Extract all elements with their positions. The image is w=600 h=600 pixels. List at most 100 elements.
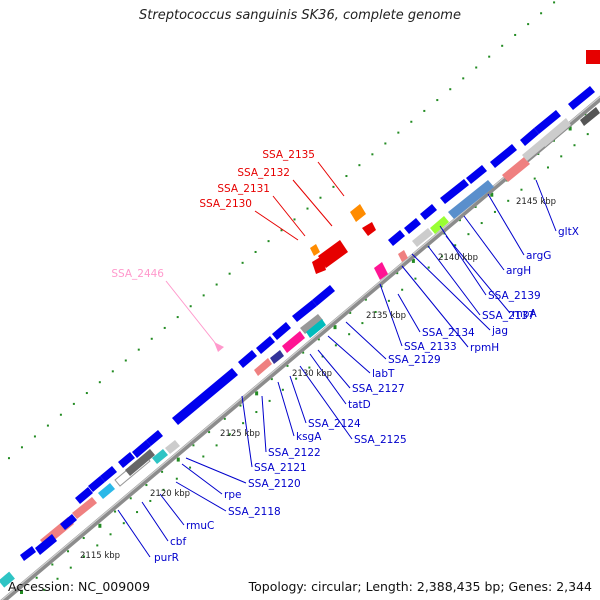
gene-label[interactable]: SSA_2134 xyxy=(422,327,475,339)
scale-tick xyxy=(270,378,273,381)
scale-tick xyxy=(568,126,572,131)
outer-dot xyxy=(85,392,88,395)
gene-arrow[interactable] xyxy=(430,216,449,234)
gene-label[interactable]: SSA_2120 xyxy=(248,478,301,490)
gene-arrow[interactable] xyxy=(238,350,257,368)
gene-label[interactable]: argH xyxy=(506,265,531,277)
gene-arrow[interactable] xyxy=(568,86,595,110)
scale-labels: 2115 kbp 2120 kbp 2125 kbp 2130 kbp 2135 kbp… xyxy=(80,197,556,561)
gene-arrow[interactable] xyxy=(534,110,561,134)
map-title: Streptococcus sanguinis SK36, complete g… xyxy=(139,8,461,23)
scale-tick xyxy=(474,205,477,208)
gene-label[interactable]: SSA_2125 xyxy=(354,434,407,446)
gene-arrow[interactable] xyxy=(98,483,115,499)
gene-arrow[interactable] xyxy=(318,240,348,268)
gene-label[interactable]: rpe xyxy=(224,489,241,501)
gene-arrow[interactable] xyxy=(306,319,326,338)
gene-label[interactable]: SSA_2121 xyxy=(254,462,307,474)
gene-arrow[interactable] xyxy=(256,336,275,354)
gene-arrow[interactable] xyxy=(540,118,571,147)
gene-arrow[interactable] xyxy=(300,314,323,334)
gene-arrow[interactable] xyxy=(490,144,517,168)
outer-dot xyxy=(527,23,530,26)
gene-label[interactable]: SSA_2132 xyxy=(237,167,290,179)
scale-tick xyxy=(380,285,383,288)
gene-arrow[interactable] xyxy=(35,534,57,555)
outer-dot xyxy=(488,55,491,58)
label-connector xyxy=(165,280,217,345)
gene-label[interactable]: SSA_2122 xyxy=(268,447,321,459)
gene-arrow[interactable] xyxy=(448,180,494,219)
gene-arrow[interactable] xyxy=(172,368,238,425)
gene-arrow[interactable] xyxy=(125,449,155,476)
gene-block[interactable] xyxy=(0,571,15,588)
gene-arrow[interactable] xyxy=(254,358,272,376)
gene-label[interactable]: SSA_2129 xyxy=(388,354,441,366)
gene-label[interactable]: jag xyxy=(491,325,508,337)
label-connector xyxy=(345,321,387,360)
gene-arrow[interactable] xyxy=(404,218,421,234)
gene-arrow[interactable] xyxy=(374,262,388,280)
gene-label[interactable]: SSA_2130 xyxy=(199,198,252,210)
gene-arrow[interactable] xyxy=(72,497,97,519)
gene-arrow[interactable] xyxy=(88,476,105,492)
gene-arrow[interactable] xyxy=(580,107,600,126)
gene-block[interactable] xyxy=(586,50,600,64)
scale-tick xyxy=(411,258,415,263)
gene-arrow[interactable] xyxy=(522,140,545,161)
gene-label[interactable]: SSA_2127 xyxy=(352,383,405,395)
gene-label[interactable]: SSA_2131 xyxy=(217,183,270,195)
gene-label[interactable]: rnpA xyxy=(512,308,537,320)
gene-arrow[interactable] xyxy=(520,128,539,146)
gene-arrow[interactable] xyxy=(152,449,168,464)
gene-arrow[interactable] xyxy=(398,250,408,262)
outer-dot xyxy=(109,533,112,536)
label-connector xyxy=(397,293,421,333)
outer-dot xyxy=(46,424,49,427)
gene-arrow[interactable] xyxy=(60,514,77,530)
gene-arrow[interactable] xyxy=(118,452,135,468)
gene-label[interactable]: gltX xyxy=(558,226,579,238)
gene-label[interactable]: ksgA xyxy=(296,431,322,443)
gene-label[interactable]: SSA_2135 xyxy=(262,149,315,161)
gene-arrow[interactable] xyxy=(282,331,305,353)
gene-arrow[interactable] xyxy=(270,350,284,364)
gene-arrow[interactable] xyxy=(214,342,224,352)
gene-label[interactable]: SSA_2137 xyxy=(482,310,535,322)
gene-label[interactable]: argG xyxy=(526,250,551,262)
gene-label[interactable]: labT xyxy=(372,368,395,380)
gene-arrow[interactable] xyxy=(312,285,335,306)
gene-arrow[interactable] xyxy=(350,204,366,222)
gene-label[interactable]: cbf xyxy=(170,536,186,548)
gene-arrow[interactable] xyxy=(412,228,433,247)
gene-arrow[interactable] xyxy=(20,546,36,561)
gene-arrow[interactable] xyxy=(502,157,530,182)
gene-label[interactable]: SSA_2118 xyxy=(228,506,281,518)
gene-label[interactable]: rmuC xyxy=(186,520,214,532)
gene-label[interactable]: purR xyxy=(154,552,179,564)
gene-arrow[interactable] xyxy=(75,487,93,504)
gene-arrow[interactable] xyxy=(272,322,291,340)
gene-arrow[interactable] xyxy=(310,244,320,256)
gene-arrow[interactable] xyxy=(388,230,405,246)
gene-arrow[interactable] xyxy=(362,222,376,236)
gene-label[interactable]: rpmH xyxy=(470,342,499,354)
gene-arrow[interactable] xyxy=(165,440,180,454)
gene-arrow[interactable] xyxy=(420,204,437,220)
gene-arrow[interactable] xyxy=(312,256,326,274)
gene-label[interactable]: SSA_2133 xyxy=(404,341,457,353)
gene-label[interactable]: tatD xyxy=(348,399,371,411)
gene-arrow[interactable] xyxy=(292,300,317,322)
gene-arrow[interactable] xyxy=(146,430,163,446)
gene-arrow[interactable] xyxy=(440,179,469,204)
outer-dot xyxy=(334,344,337,347)
gene-arrow[interactable] xyxy=(100,466,117,482)
outer-dot xyxy=(414,277,417,280)
gene-label[interactable]: SSA_2446 xyxy=(111,268,164,280)
gene-arrow[interactable] xyxy=(132,440,151,458)
gene-label[interactable]: SSA_2139 xyxy=(488,290,541,302)
outer-dot xyxy=(520,188,523,191)
label-connector xyxy=(272,195,306,237)
gene-arrow[interactable] xyxy=(466,165,487,184)
gene-label[interactable]: SSA_2124 xyxy=(308,418,361,430)
